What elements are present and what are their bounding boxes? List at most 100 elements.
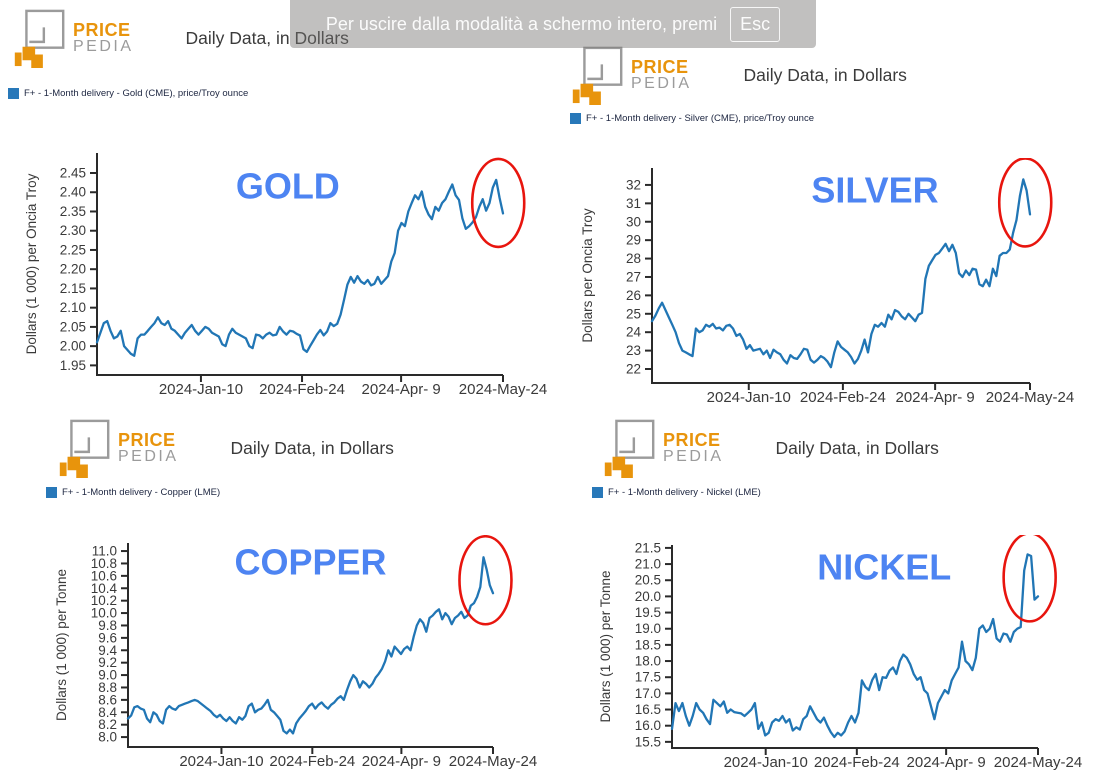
- y-tick-label: 21.5: [635, 540, 661, 555]
- fullscreen-exit-notice: Per uscire dalla modalità a schermo inte…: [290, 0, 816, 48]
- price-line: [670, 553, 1040, 739]
- y-tick-label: 21.0: [635, 557, 661, 572]
- y-tick-label: 29: [626, 233, 641, 248]
- legend: F+ - 1-Month delivery - Nickel (LME): [592, 487, 761, 498]
- metal-label: COPPER: [234, 542, 386, 583]
- axis-spine: [127, 543, 493, 748]
- price-line: [95, 178, 505, 357]
- metal-label: NICKEL: [817, 547, 951, 588]
- x-tick-label: 2024-Jan-10: [159, 381, 243, 398]
- y-tick-label: 11.0: [92, 544, 117, 559]
- x-tick-label: 2024-Apr- 9: [907, 754, 986, 771]
- y-tick-label: 2.25: [60, 242, 86, 257]
- x-tick-label: 2024-Jan-10: [179, 753, 263, 770]
- pricepedia-logo: PRICE PEDIA: [10, 8, 134, 68]
- legend-label: F+ - 1-Month delivery - Nickel (LME): [608, 487, 761, 498]
- chart-panel-copper: PRICE PEDIA Daily Data, in Dollars F+ - …: [20, 410, 565, 779]
- y-axis-label: Dollars (1 000) per Tonne: [54, 569, 69, 721]
- price-line: [126, 556, 495, 735]
- pricepedia-logo-icon: [14, 9, 65, 68]
- y-tick-label: 10.0: [91, 606, 117, 621]
- y-tick-label: 2.15: [60, 281, 86, 296]
- y-tick-label: 9.4: [98, 643, 117, 658]
- x-tick-label: 2024-Feb-24: [814, 754, 900, 771]
- y-tick-label: 31: [626, 196, 641, 211]
- pricepedia-logo: PRICE PEDIA: [600, 418, 724, 478]
- y-tick-label: 23: [626, 343, 641, 358]
- peak-highlight-ellipse: [458, 535, 513, 626]
- pricepedia-logo: PRICE PEDIA: [55, 418, 179, 478]
- chart-panel-gold: PRICE PEDIA Daily Data, in Dollars F+ - …: [0, 0, 552, 405]
- x-tick-label: 2024-Apr- 9: [361, 381, 440, 398]
- y-tick-label: 2.45: [60, 166, 86, 181]
- peak-highlight-ellipse: [1002, 535, 1057, 623]
- brand-price-text: PRICE: [73, 19, 131, 40]
- copper-price-chart: 8.08.28.48.68.89.09.29.49.69.810.010.210…: [54, 535, 537, 770]
- legend: F+ - 1-Month delivery - Silver (CME), pr…: [570, 113, 814, 124]
- x-tick-label: 2024-May-24: [449, 753, 537, 770]
- y-tick-label: 16.0: [635, 718, 661, 733]
- y-tick-label: 27: [626, 269, 641, 284]
- chart-panel-silver: PRICE PEDIA Daily Data, in Dollars F+ - …: [558, 0, 1098, 412]
- y-tick-label: 30: [626, 214, 641, 229]
- y-tick-label: 2.05: [60, 319, 86, 334]
- x-tick-label: 2024-May-24: [986, 389, 1074, 406]
- y-tick-label: 1.95: [60, 358, 86, 373]
- y-tick-label: 24: [626, 325, 642, 340]
- chart-title: Daily Data, in Dollars: [743, 64, 907, 85]
- brand-price-text: PRICE: [118, 429, 176, 450]
- pricepedia-logo: PRICE PEDIA: [568, 45, 692, 105]
- y-tick-label: 8.8: [98, 680, 117, 695]
- y-axis-label: Dollars (1 000) per Tonne: [598, 570, 613, 722]
- y-tick-label: 17.0: [635, 686, 661, 701]
- legend-label: F+ - 1-Month delivery - Silver (CME), pr…: [586, 113, 814, 124]
- price-line: [650, 178, 1032, 369]
- y-tick-label: 2.40: [60, 185, 86, 200]
- pricepedia-logo-icon: [572, 46, 623, 105]
- brand-price-text: PRICE: [663, 429, 721, 450]
- y-tick-label: 9.2: [98, 655, 117, 670]
- y-tick-label: 17.5: [635, 670, 661, 685]
- y-tick-label: 9.0: [98, 668, 117, 683]
- legend: F+ - 1-Month delivery - Gold (CME), pric…: [8, 88, 248, 99]
- y-tick-label: 10.8: [91, 556, 117, 571]
- y-tick-label: 20.5: [635, 573, 661, 588]
- y-tick-label: 32: [626, 177, 641, 192]
- pricepedia-logo-icon: [59, 419, 110, 478]
- y-tick-label: 8.0: [98, 730, 117, 745]
- chart-title: Daily Data, in Dollars: [775, 437, 939, 458]
- x-tick-label: 2024-Feb-24: [259, 381, 345, 398]
- y-tick-label: 8.2: [98, 717, 117, 732]
- peak-highlight-ellipse: [997, 158, 1053, 248]
- legend-swatch: [8, 88, 19, 99]
- x-tick-label: 2024-Jan-10: [724, 754, 808, 771]
- y-tick-label: 18.0: [635, 654, 661, 669]
- y-tick-label: 28: [626, 251, 641, 266]
- y-tick-label: 18.5: [635, 637, 661, 652]
- legend-swatch: [592, 487, 603, 498]
- y-tick-label: 2.35: [60, 204, 86, 219]
- silver-price-chart: 22 23 24 25 26 27 28 29 30 31 32 2024-Jan-10 2024-Fe…: [580, 158, 1074, 406]
- y-tick-label: 2.00: [60, 339, 86, 354]
- y-axis-label: Dollars (1 000) per Oncia Troy: [24, 173, 39, 354]
- y-tick-label: 22: [626, 362, 641, 377]
- legend-swatch: [570, 113, 581, 124]
- panel-header: PRICE PEDIA Daily Data, in Dollars: [600, 418, 939, 478]
- y-tick-label: 19.5: [635, 605, 661, 620]
- x-tick-label: 2024-Apr- 9: [896, 389, 975, 406]
- legend-label: F+ - 1-Month delivery - Gold (CME), pric…: [24, 88, 249, 99]
- x-tick-label: 2024-May-24: [459, 381, 547, 398]
- metal-label: GOLD: [236, 166, 340, 207]
- brand-pedia-text: PEDIA: [73, 38, 134, 56]
- y-tick-label: 19.0: [635, 621, 661, 636]
- y-tick-label: 10.6: [91, 568, 117, 583]
- pricepedia-logo-icon: [604, 419, 655, 478]
- metal-label: SILVER: [811, 170, 938, 211]
- x-tick-label: 2024-Feb-24: [269, 753, 355, 770]
- y-tick-label: 2.20: [60, 262, 86, 277]
- panel-header: PRICE PEDIA Daily Data, in Dollars: [568, 45, 907, 105]
- y-tick-label: 9.6: [98, 630, 117, 645]
- x-tick-label: 2024-Apr- 9: [362, 753, 441, 770]
- y-tick-label: 8.6: [98, 692, 117, 707]
- legend: F+ - 1-Month delivery - Copper (LME): [46, 487, 220, 498]
